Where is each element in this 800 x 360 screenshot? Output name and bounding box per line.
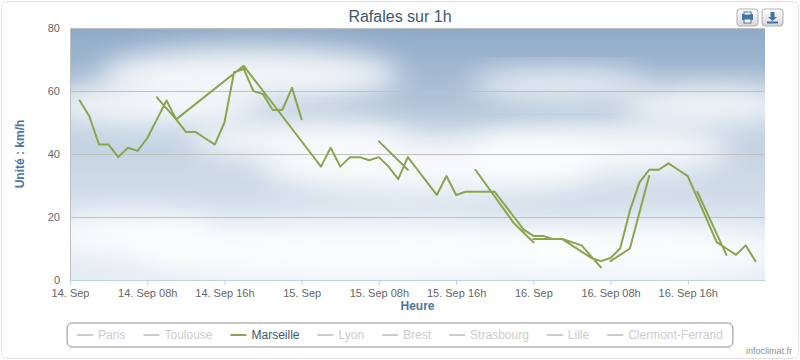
legend-item[interactable]: Strasbourg (449, 328, 529, 342)
legend-symbol (143, 334, 159, 336)
legend-item[interactable]: Toulouse (143, 328, 212, 342)
y-tick: 60 (48, 85, 70, 97)
credits: infoclimat.fr (746, 346, 792, 356)
button-icon (744, 19, 751, 23)
x-tick-label: 15. Sep 16h (427, 287, 486, 299)
grid-line (70, 217, 765, 218)
x-tick: 16. Sep 08h (581, 280, 640, 299)
y-tick-label: 20 (48, 211, 60, 223)
x-tick-label: 16. Sep 08h (581, 287, 640, 299)
legend-item[interactable]: Lyon (318, 328, 365, 342)
x-tick-mark (688, 280, 689, 285)
legend-label[interactable]: Strasbourg (470, 328, 529, 342)
legend-label[interactable]: Lyon (339, 328, 365, 342)
series-line (80, 66, 756, 268)
x-axis-line (71, 280, 766, 281)
legend-symbol (77, 334, 93, 336)
legend-symbol (449, 334, 465, 336)
y-tick-label: 0 (54, 274, 60, 286)
chart-container: 0 20 40 60 80 14. Sep 14. Sep 08h 14. Sep 16h 15… (0, 0, 800, 360)
x-tick-label: 15. Sep (283, 287, 321, 299)
x-tick-mark (302, 280, 303, 285)
y-tick: 0 (54, 274, 70, 286)
x-axis-title: Heure (400, 299, 434, 313)
x-tick-label: 14. Sep (52, 287, 90, 299)
x-tick-label: 14. Sep 08h (118, 287, 177, 299)
legend-item[interactable]: Clermont-Ferrand (607, 328, 723, 342)
legend-symbol (607, 334, 623, 336)
legend-label[interactable]: Marseille (252, 328, 300, 342)
y-tick-label: 40 (48, 148, 60, 160)
legend-symbol (382, 334, 398, 336)
legend: Paris Toulouse Marseille Lyon Brest Strasbour… (67, 323, 733, 347)
y-axis-line (70, 29, 71, 281)
legend-symbol (231, 334, 247, 336)
y-tick-label: 80 (48, 22, 60, 34)
x-tick-label: 16. Sep 16h (659, 287, 718, 299)
legend-box (67, 323, 733, 347)
x-tick-mark (611, 280, 612, 285)
x-tick: 14. Sep 08h (118, 280, 177, 299)
chart-frame (2, 2, 799, 359)
series-group (80, 66, 756, 268)
x-tick: 16. Sep 16h (659, 280, 718, 299)
y-tick: 40 (48, 148, 70, 160)
y-tick-label: 60 (48, 85, 60, 97)
legend-symbol (547, 334, 563, 336)
x-tick: 15. Sep 08h (350, 280, 409, 299)
x-tick-mark (224, 280, 225, 285)
grid-line (70, 154, 765, 155)
legend-label[interactable]: Clermont-Ferrand (628, 328, 723, 342)
x-tick-mark (147, 280, 148, 285)
x-tick-mark (70, 280, 71, 285)
grid-line (70, 28, 765, 29)
cloud (470, 71, 650, 99)
x-axis: 14. Sep 14. Sep 08h 14. Sep 16h 15. Sep 15. … (52, 280, 766, 299)
button-icon (768, 12, 777, 21)
x-tick: 15. Sep 16h (427, 280, 486, 299)
legend-item[interactable]: Brest (382, 328, 432, 342)
x-tick: 14. Sep (52, 280, 90, 299)
y-axis: 0 20 40 60 80 (48, 22, 71, 286)
y-axis-title: Unité : km/h (13, 120, 27, 189)
grid-line (70, 280, 765, 281)
print-button[interactable] (737, 9, 758, 26)
legend-label[interactable]: Paris (98, 328, 125, 342)
legend-item[interactable]: Marseille (231, 328, 300, 342)
button-icon (744, 12, 751, 15)
grid (70, 28, 765, 280)
clouds (70, 47, 765, 280)
y-tick: 80 (48, 22, 70, 34)
grid-line (70, 91, 765, 92)
legend-item[interactable]: Paris (77, 328, 125, 342)
chart-title: Rafales sur 1h (348, 8, 451, 25)
button-icon (767, 22, 778, 24)
legend-label[interactable]: Brest (403, 328, 432, 342)
cloud (470, 124, 730, 176)
x-tick: 16. Sep (515, 280, 553, 299)
y-tick: 20 (48, 211, 70, 223)
legend-item[interactable]: Lille (547, 328, 590, 342)
cloud (510, 222, 765, 278)
export-button[interactable] (762, 9, 783, 26)
x-tick-label: 14. Sep 16h (195, 287, 254, 299)
chart-svg: 0 20 40 60 80 14. Sep 14. Sep 08h 14. Sep 16h 15… (0, 0, 800, 360)
x-tick-mark (533, 280, 534, 285)
x-tick-mark (456, 280, 457, 285)
legend-label[interactable]: Toulouse (164, 328, 212, 342)
x-tick-mark (379, 280, 380, 285)
legend-symbol (318, 334, 334, 336)
button-box[interactable] (762, 9, 783, 26)
button-box[interactable] (737, 9, 758, 26)
legend-label[interactable]: Lille (568, 328, 590, 342)
x-tick: 15. Sep (283, 280, 321, 299)
cloud (70, 211, 220, 259)
x-tick-label: 16. Sep (515, 287, 553, 299)
x-tick: 14. Sep 16h (195, 280, 254, 299)
x-tick-label: 15. Sep 08h (350, 287, 409, 299)
